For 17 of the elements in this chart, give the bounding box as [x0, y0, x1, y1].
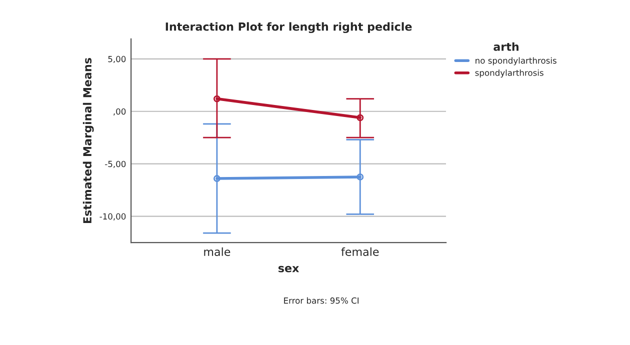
- y-axis-title: Estimated Marginal Means: [82, 58, 94, 224]
- x-axis-title: sex: [278, 266, 300, 272]
- y-tick-label: 5,00: [108, 56, 126, 64]
- y-tick-label: -5,00: [105, 160, 126, 168]
- legend-title: arth: [494, 42, 518, 51]
- point: [213, 95, 220, 102]
- point: [356, 114, 364, 122]
- legend-label: no spondylarthrosis: [476, 57, 556, 66]
- x-tick-label: female: [341, 247, 379, 256]
- text: Error bars: 95% CI: [284, 297, 358, 304]
- y-tick-label: ,00: [114, 108, 126, 116]
- y-tick-label: -10,00: [100, 213, 126, 220]
- point: [356, 173, 364, 180]
- point: [213, 175, 220, 182]
- chart-title: Interaction Plot for length right pedicle: [166, 22, 412, 34]
- legend-label: spondylarthrosis: [475, 69, 544, 78]
- x-tick-label: male: [204, 247, 230, 256]
